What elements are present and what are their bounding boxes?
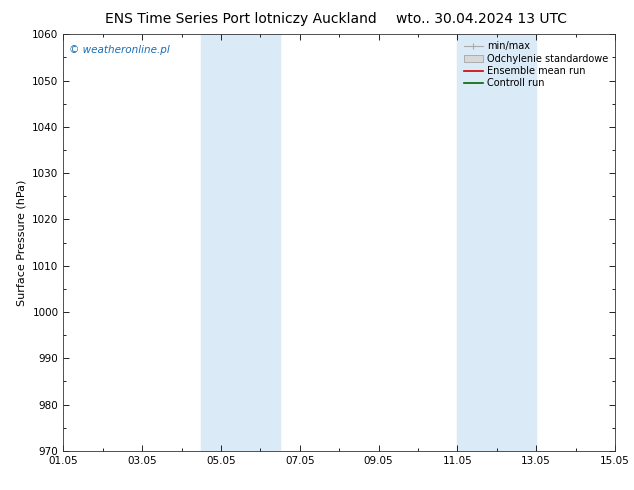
Y-axis label: Surface Pressure (hPa): Surface Pressure (hPa) bbox=[16, 179, 27, 306]
Bar bbox=[457, 34, 536, 451]
Text: wto.. 30.04.2024 13 UTC: wto.. 30.04.2024 13 UTC bbox=[396, 12, 567, 26]
Bar bbox=[202, 34, 280, 451]
Legend: min/max, Odchylenie standardowe, Ensemble mean run, Controll run: min/max, Odchylenie standardowe, Ensembl… bbox=[462, 39, 610, 90]
Text: ENS Time Series Port lotniczy Auckland: ENS Time Series Port lotniczy Auckland bbox=[105, 12, 377, 26]
Text: © weatheronline.pl: © weatheronline.pl bbox=[69, 45, 170, 55]
